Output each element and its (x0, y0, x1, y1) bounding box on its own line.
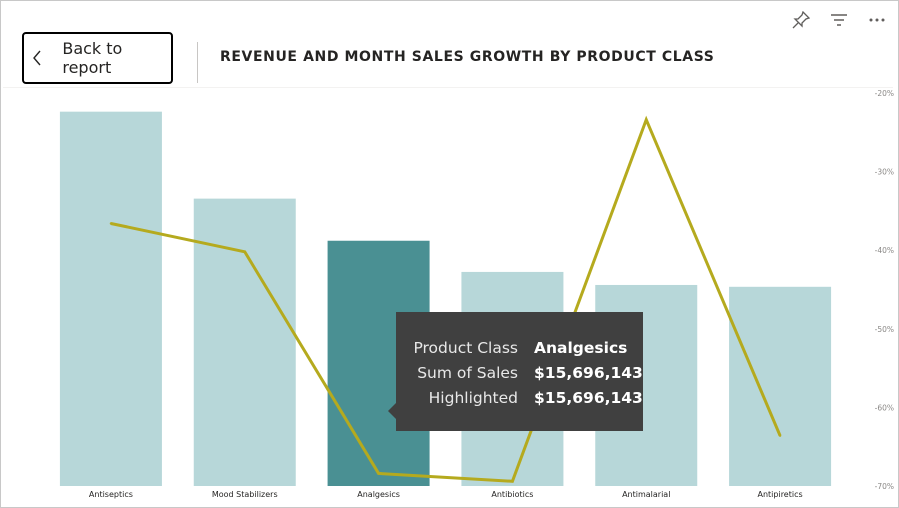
header-divider (197, 42, 198, 83)
y-tick-label: -20% (875, 89, 894, 98)
tooltip-key: Highlighted (428, 388, 518, 407)
tooltip-row: Highlighted $15,696,143 (396, 385, 643, 410)
tooltip-row: Sum of Sales $15,696,143 (396, 360, 643, 385)
tooltip-key: Sum of Sales (417, 363, 518, 382)
filter-icon[interactable] (826, 9, 852, 31)
x-tick-label: Mood Stabilizers (212, 490, 278, 499)
growth-line (110, 115, 782, 483)
line-point (377, 472, 380, 475)
back-label: Back to report (62, 39, 123, 77)
x-tick-label: Antimalarial (622, 490, 670, 499)
line-point (645, 118, 648, 121)
line-point (109, 222, 113, 225)
chart-tooltip: Product Class Analgesics Sum of Sales $1… (388, 312, 643, 431)
line-point (243, 250, 246, 253)
visual-toolbar (788, 9, 890, 31)
more-options-icon[interactable] (864, 9, 890, 31)
x-tick-label: Analgesics (357, 490, 400, 499)
bar[interactable] (729, 286, 832, 486)
x-tick-label: Antipiretics (757, 490, 802, 499)
visual-title: REVENUE AND MONTH SALES GROWTH BY PRODUC… (220, 49, 715, 65)
y-tick-label: -70% (875, 482, 894, 491)
y-tick-label: -30% (875, 168, 894, 177)
bar[interactable] (193, 198, 296, 486)
y-tick-label: -40% (875, 246, 894, 255)
line-point (511, 480, 514, 483)
tooltip-value: $15,696,143 (534, 388, 643, 407)
tooltip-row: Product Class Analgesics (396, 335, 643, 360)
x-tick-label: Antiseptics (89, 490, 133, 499)
tooltip-value: $15,696,143 (534, 363, 643, 382)
tooltip-value: Analgesics (534, 338, 628, 357)
line-point (778, 434, 782, 437)
bar[interactable] (59, 111, 162, 486)
chevron-left-icon (32, 48, 45, 68)
y-tick-label: -60% (875, 403, 894, 412)
y-tick-label: -50% (875, 325, 894, 334)
back-to-report-button[interactable]: Back to report (22, 32, 173, 84)
pin-icon[interactable] (788, 9, 814, 31)
x-tick-label: Antibiotics (491, 490, 533, 499)
header-separator (3, 87, 893, 88)
tooltip-key: Product Class (413, 338, 518, 357)
